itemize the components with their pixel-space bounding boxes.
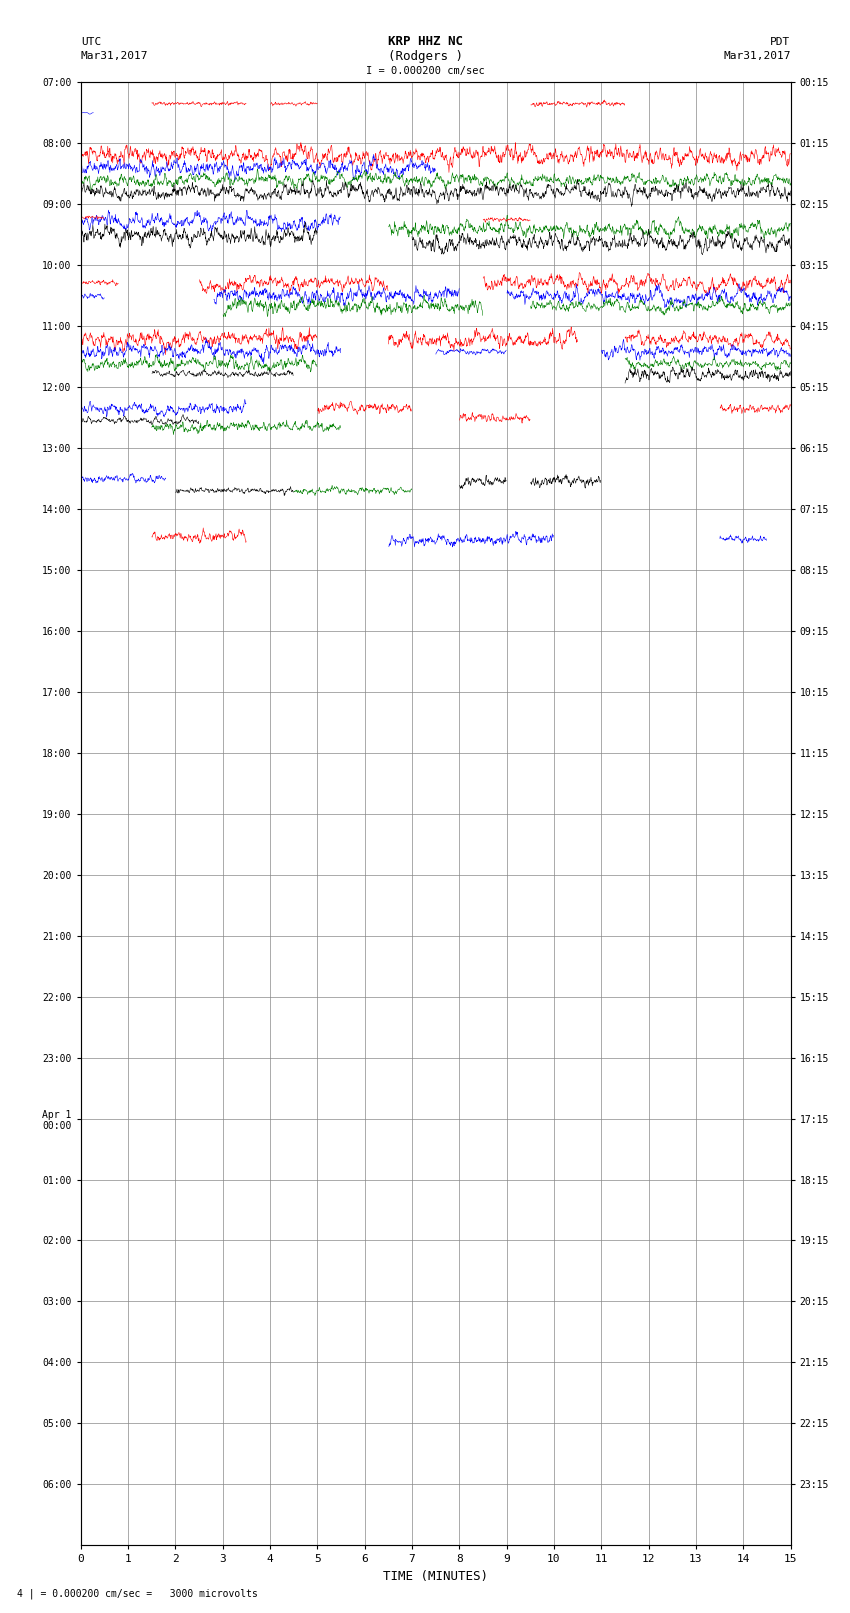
Text: PDT: PDT <box>770 37 790 47</box>
Text: KRP HHZ NC: KRP HHZ NC <box>388 35 462 48</box>
Text: I = 0.000200 cm/sec: I = 0.000200 cm/sec <box>366 66 484 76</box>
Text: UTC: UTC <box>81 37 101 47</box>
Text: Mar31,2017: Mar31,2017 <box>81 52 148 61</box>
Text: Mar31,2017: Mar31,2017 <box>723 52 791 61</box>
Text: (Rodgers ): (Rodgers ) <box>388 50 462 63</box>
Text: 4 | = 0.000200 cm/sec =   3000 microvolts: 4 | = 0.000200 cm/sec = 3000 microvolts <box>17 1589 258 1598</box>
X-axis label: TIME (MINUTES): TIME (MINUTES) <box>383 1569 488 1582</box>
